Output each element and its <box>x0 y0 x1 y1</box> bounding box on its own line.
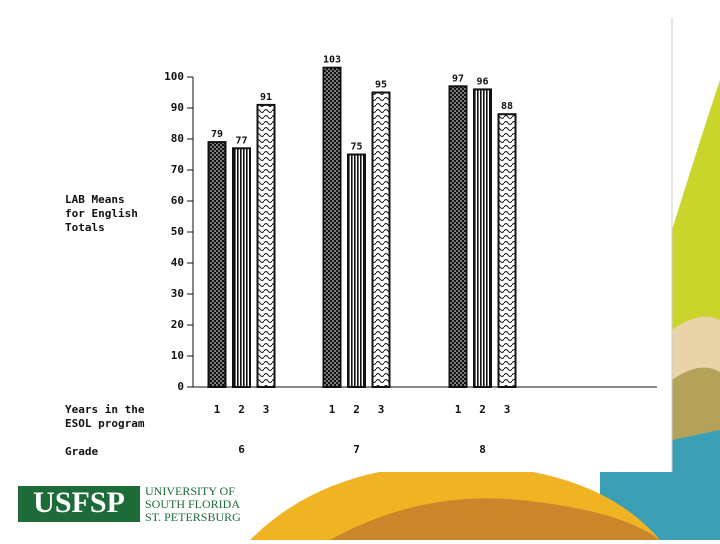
x-tick-label: 3 <box>263 403 270 416</box>
y-tick-label: 30 <box>171 287 184 300</box>
y-axis-label: Totals <box>65 221 105 234</box>
logo-mark: USFSP <box>33 486 125 519</box>
y-axis-label: LAB Means <box>65 193 125 206</box>
bar <box>473 88 492 389</box>
y-tick-label: 10 <box>171 349 184 362</box>
y-tick-label: 100 <box>164 70 184 83</box>
bar <box>371 91 391 388</box>
logo-line: SOUTH FLORIDA <box>145 497 240 511</box>
value-label: 95 <box>375 80 387 91</box>
y-tick-label: 40 <box>171 256 184 269</box>
y-axis-label: for English <box>65 207 138 220</box>
value-label: 91 <box>260 92 272 103</box>
group-axis-label: Grade <box>65 445 98 458</box>
x-tick-label: 3 <box>378 403 385 416</box>
value-label: 77 <box>235 135 247 146</box>
bar <box>232 147 251 388</box>
x-axis-label: Years in the <box>65 403 145 416</box>
bar <box>207 141 227 388</box>
y-tick-label: 50 <box>171 225 184 238</box>
group-label: 8 <box>479 443 486 456</box>
logo: USFSP UNIVERSITY OF SOUTH FLORIDA ST. PE… <box>18 484 241 524</box>
x-tick-label: 1 <box>329 403 336 416</box>
value-label: 75 <box>350 142 362 153</box>
value-label: 97 <box>452 73 464 84</box>
value-label: 88 <box>501 101 513 112</box>
bar <box>256 103 276 389</box>
bar <box>448 85 468 389</box>
x-axis-label: ESOL program <box>65 417 145 430</box>
y-tick-label: 0 <box>177 380 184 393</box>
logo-box <box>18 486 140 522</box>
value-label: 96 <box>476 76 488 87</box>
bar <box>497 113 517 388</box>
x-tick-label: 2 <box>479 403 486 416</box>
x-tick-label: 2 <box>238 403 245 416</box>
x-tick-label: 3 <box>504 403 511 416</box>
group-label: 7 <box>353 443 360 456</box>
value-label: 103 <box>323 55 341 66</box>
x-tick-label: 1 <box>214 403 221 416</box>
group-label: 6 <box>238 443 245 456</box>
x-tick-label: 2 <box>353 403 360 416</box>
logo-line: ST. PETERSBURG <box>145 510 241 524</box>
y-tick-label: 20 <box>171 318 184 331</box>
y-tick-label: 70 <box>171 163 184 176</box>
y-tick-label: 60 <box>171 194 184 207</box>
y-tick-label: 90 <box>171 101 184 114</box>
value-label: 79 <box>211 129 223 140</box>
bar <box>322 66 342 388</box>
x-tick-label: 1 <box>455 403 462 416</box>
logo-line: UNIVERSITY OF <box>145 484 235 498</box>
y-tick-label: 80 <box>171 132 184 145</box>
bar <box>347 153 366 388</box>
